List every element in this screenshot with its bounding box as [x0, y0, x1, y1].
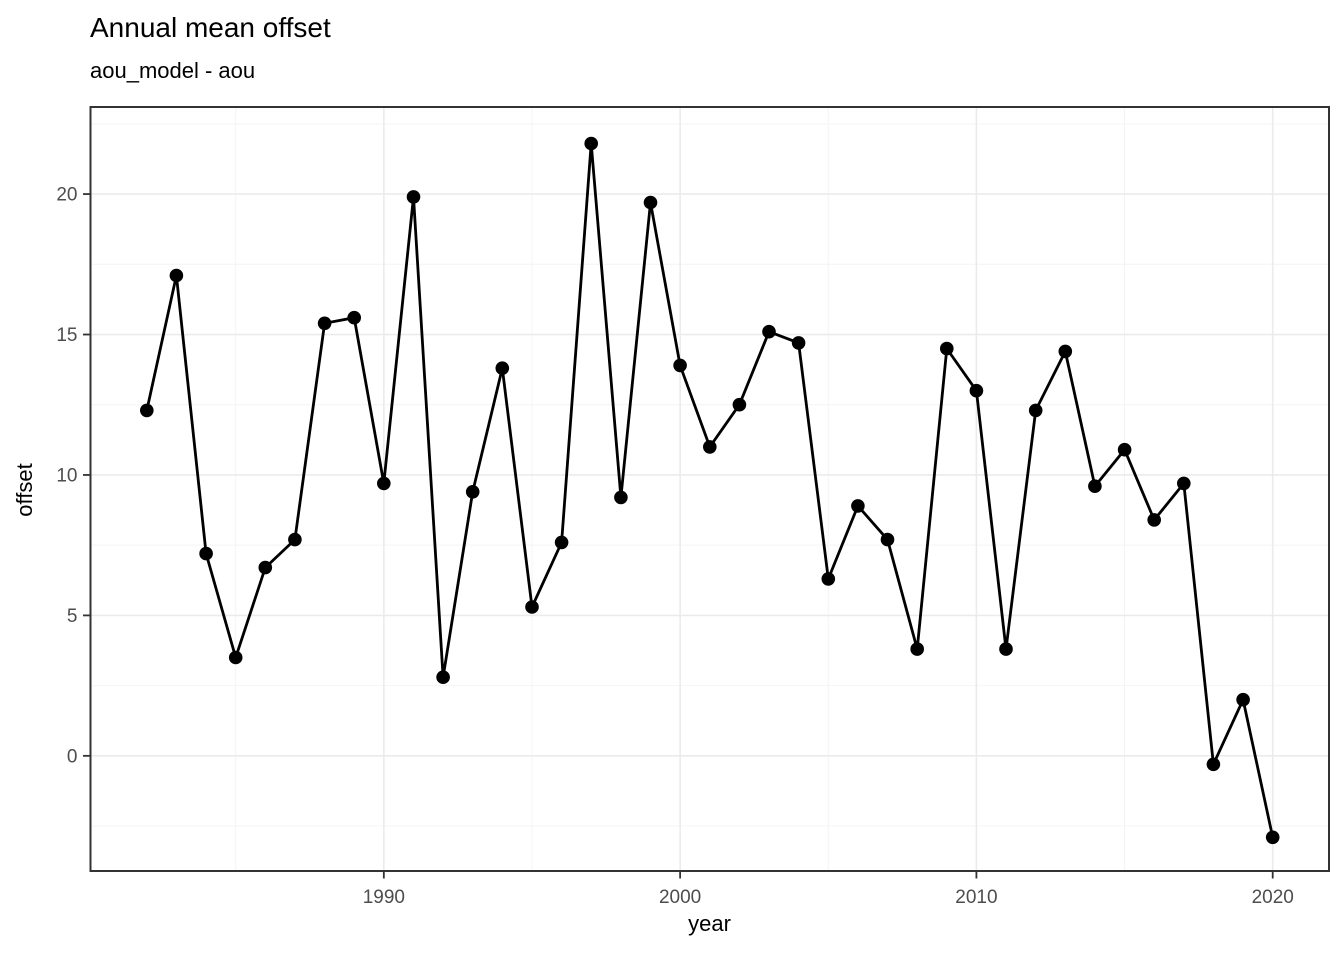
data-point: [495, 361, 510, 376]
data-point: [1236, 692, 1250, 707]
data-point: [614, 490, 628, 505]
data-point: [436, 670, 450, 684]
data-point: [199, 546, 213, 561]
y-tick-label: 5: [67, 606, 78, 627]
data-point: [940, 341, 954, 356]
data-point: [1265, 830, 1280, 845]
data-point: [673, 358, 687, 373]
data-point: [703, 440, 717, 454]
x-tick-label: 1990: [363, 887, 405, 908]
data-point: [377, 476, 391, 491]
data-point: [762, 324, 776, 339]
data-point: [1028, 403, 1043, 418]
data-point: [288, 532, 302, 547]
data-point: [258, 560, 273, 575]
data-point: [1206, 757, 1221, 772]
y-tick-label: 20: [56, 185, 77, 206]
panel-background: [90, 107, 1329, 871]
data-point: [465, 485, 480, 499]
y-axis-title: offset: [12, 463, 37, 517]
data-point: [584, 136, 598, 151]
data-point: [821, 572, 836, 586]
data-point: [406, 190, 421, 204]
data-point: [140, 403, 154, 418]
data-point: [910, 642, 924, 656]
data-point: [1177, 476, 1191, 491]
data-point: [643, 195, 658, 210]
y-tick-label: 10: [56, 465, 77, 486]
y-tick-label: 15: [56, 325, 77, 346]
data-point: [1088, 479, 1102, 494]
data-point: [554, 535, 569, 550]
data-point: [317, 316, 332, 331]
panel-border: [89, 106, 1330, 872]
data-point: [851, 499, 865, 513]
data-point: [347, 310, 362, 325]
data-point: [791, 336, 806, 350]
data-point: [999, 642, 1013, 656]
chart-subtitle: aou_model - aou: [90, 58, 256, 83]
data-point: [169, 268, 184, 283]
chart-title: Annual mean offset: [90, 12, 331, 43]
x-tick-label: 2000: [659, 887, 701, 908]
data-point: [1117, 442, 1132, 457]
data-point: [525, 600, 539, 614]
x-tick-label: 2010: [955, 887, 997, 908]
data-point: [1147, 513, 1161, 527]
data-point: [880, 532, 895, 547]
y-tick-label: 0: [67, 746, 78, 767]
x-tick-label: 2020: [1252, 887, 1294, 908]
data-point: [969, 383, 984, 398]
data-point: [732, 397, 747, 412]
data-point: [228, 650, 243, 665]
x-axis-title: year: [688, 911, 731, 936]
data-point: [1058, 344, 1073, 359]
